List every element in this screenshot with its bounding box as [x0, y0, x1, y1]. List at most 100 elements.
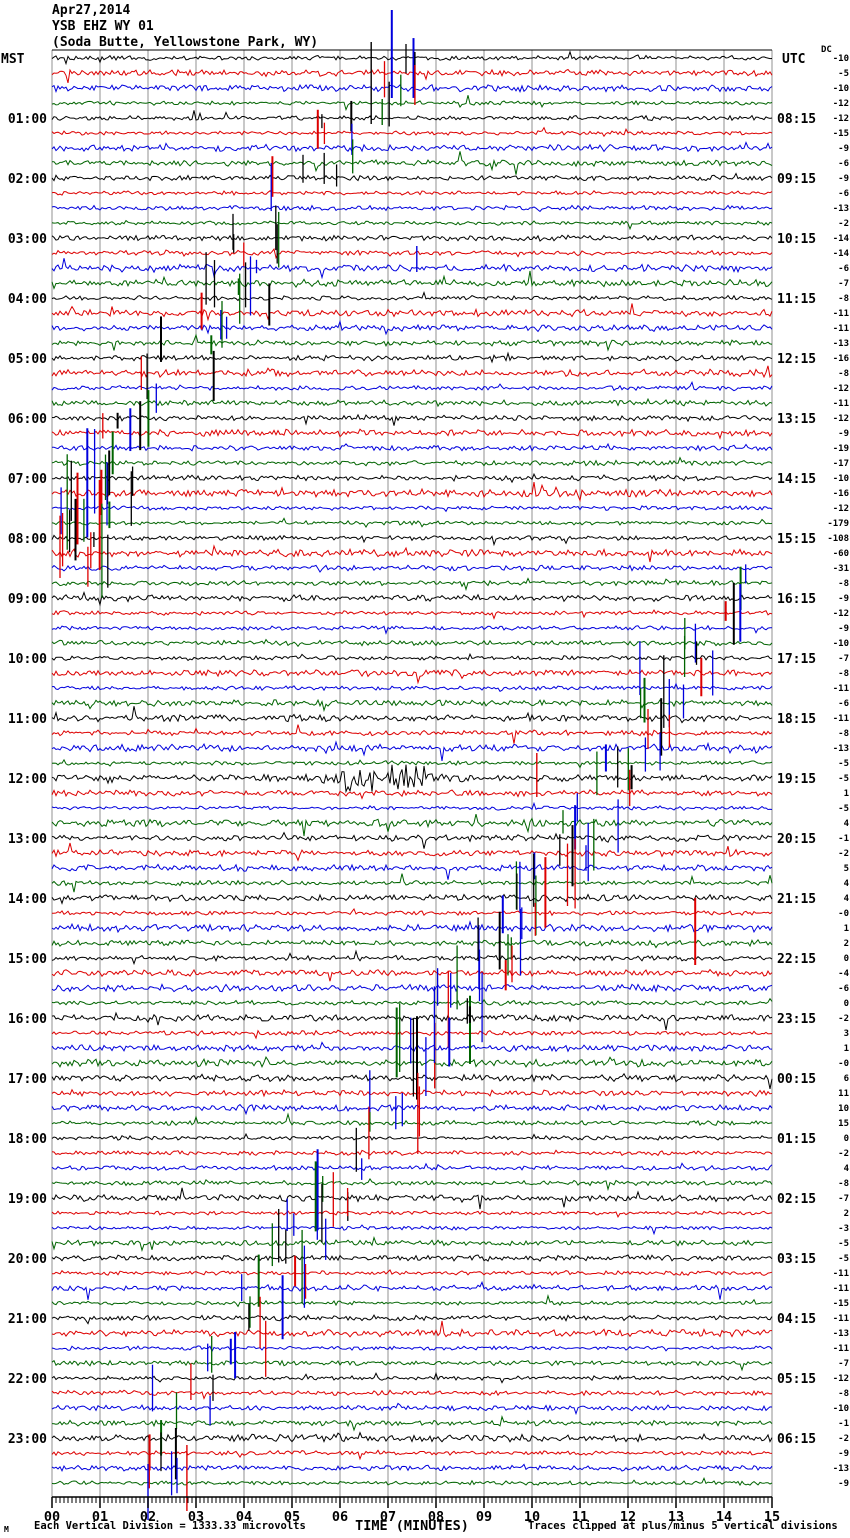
- trace-row: [51, 151, 773, 175]
- trace-row: [51, 1236, 773, 1253]
- dc-value: -6: [838, 264, 849, 274]
- trace-row: [51, 397, 773, 408]
- trace-row: [51, 842, 773, 862]
- dc-value: -15: [833, 1299, 849, 1309]
- trace-row: [51, 652, 773, 662]
- utc-label: 19:15: [777, 772, 816, 787]
- trace-row: [51, 813, 773, 837]
- dc-value: -6: [838, 189, 849, 199]
- trace-row: [51, 413, 773, 426]
- dc-value: -7: [838, 279, 849, 289]
- dc-value: -11: [833, 1344, 849, 1354]
- x-tick-label: 13: [668, 1509, 684, 1525]
- dc-value: -10: [833, 474, 849, 484]
- trace-row: [51, 204, 773, 213]
- dc-value: -15: [833, 129, 849, 139]
- trace-row: [51, 110, 773, 122]
- trace-row: [51, 577, 773, 592]
- dc-value: -12: [833, 114, 849, 124]
- dc-value: -5: [838, 804, 849, 814]
- dc-value: -2: [838, 1149, 849, 1159]
- trace-row: [51, 668, 773, 685]
- x-tick-label: 00: [44, 1509, 60, 1525]
- utc-label: 03:15: [777, 1252, 816, 1267]
- x-tick-label: 02: [140, 1509, 156, 1525]
- hour-label: 18:00: [8, 1132, 47, 1147]
- x-tick-label: 14: [716, 1509, 732, 1525]
- dc-value: -11: [833, 714, 849, 724]
- utc-label: 12:15: [777, 352, 816, 367]
- trace-row: [51, 724, 773, 744]
- trace-row: [51, 949, 773, 966]
- utc-label: 13:15: [777, 412, 816, 427]
- dc-value: -10: [833, 54, 849, 64]
- hour-label: 14:00: [8, 892, 47, 907]
- trace-row: [51, 682, 773, 692]
- axis-layer: 00 01 02 03 04 05 06 07 08 09 10 11 12 13 14 15: [44, 1496, 780, 1525]
- hour-label: 02:00: [8, 172, 47, 187]
- hour-label: 22:00: [8, 1372, 47, 1387]
- trace-row: [51, 351, 773, 364]
- trace-row: [52, 1269, 773, 1277]
- dc-value: 1: [844, 1044, 849, 1054]
- trace-row: [51, 1280, 773, 1300]
- dc-value: -7: [838, 1194, 849, 1204]
- dc-value: 0: [844, 954, 849, 964]
- dc-value: -3: [838, 1224, 849, 1234]
- trace-row: [51, 1254, 773, 1262]
- dc-value: -6: [838, 984, 849, 994]
- trace-row: [51, 638, 773, 648]
- trace-row: [51, 698, 773, 713]
- dc-value: 1: [844, 924, 849, 934]
- dc-value: -9: [838, 1479, 849, 1489]
- dc-value: -11: [833, 1314, 849, 1324]
- dc-value: -1: [838, 834, 849, 844]
- trace-row: [51, 1056, 773, 1068]
- utc-label: 18:15: [777, 712, 816, 727]
- utc-label: 23:15: [777, 1012, 816, 1027]
- dc-value: -5: [838, 1254, 849, 1264]
- trace-row: [51, 863, 773, 880]
- trace-row: [51, 983, 773, 993]
- dc-value: -11: [833, 399, 849, 409]
- dc-value: -13: [833, 1329, 849, 1339]
- trace-row: [51, 190, 773, 196]
- dc-value: -8: [838, 729, 849, 739]
- dc-value: 5: [844, 864, 849, 874]
- trace-row: [51, 1371, 773, 1384]
- trace-row: [51, 517, 773, 528]
- trace-row: [51, 234, 773, 242]
- trace-row: [51, 1389, 773, 1400]
- x-tick-label: 05: [284, 1509, 300, 1525]
- dc-value: -9: [838, 624, 849, 634]
- dc-value: -10: [833, 84, 849, 94]
- trace-row: [51, 740, 773, 761]
- utc-label: 14:15: [777, 472, 816, 487]
- trace-row: [51, 893, 773, 905]
- dc-value: -10: [833, 1404, 849, 1414]
- trace-row: [51, 442, 773, 452]
- trace-row: [51, 831, 773, 849]
- dc-value: -14: [833, 249, 850, 259]
- dc-value: -13: [833, 204, 849, 214]
- trace-row: [51, 1072, 773, 1090]
- dc-value: -9: [838, 144, 849, 154]
- trace-row: [51, 544, 773, 563]
- dc-value: -11: [833, 309, 849, 319]
- x-tick-label: 07: [380, 1509, 396, 1525]
- utc-label: 21:15: [777, 892, 816, 907]
- dc-value: -13: [833, 744, 849, 754]
- trace-row: [51, 258, 773, 280]
- x-tick-label: 03: [188, 1509, 204, 1525]
- dc-value: -5: [838, 69, 849, 79]
- trace-row: [51, 1402, 773, 1416]
- trace-row: [51, 380, 773, 392]
- trace-row: [51, 534, 773, 547]
- dc-value: 1: [844, 789, 849, 799]
- dc-value: -0: [838, 909, 849, 919]
- dc-value: -2: [838, 849, 849, 859]
- hour-label: 21:00: [8, 1312, 47, 1327]
- trace-row: [51, 1149, 773, 1157]
- trace-row: [51, 997, 773, 1007]
- x-tick-label: 10: [524, 1509, 540, 1525]
